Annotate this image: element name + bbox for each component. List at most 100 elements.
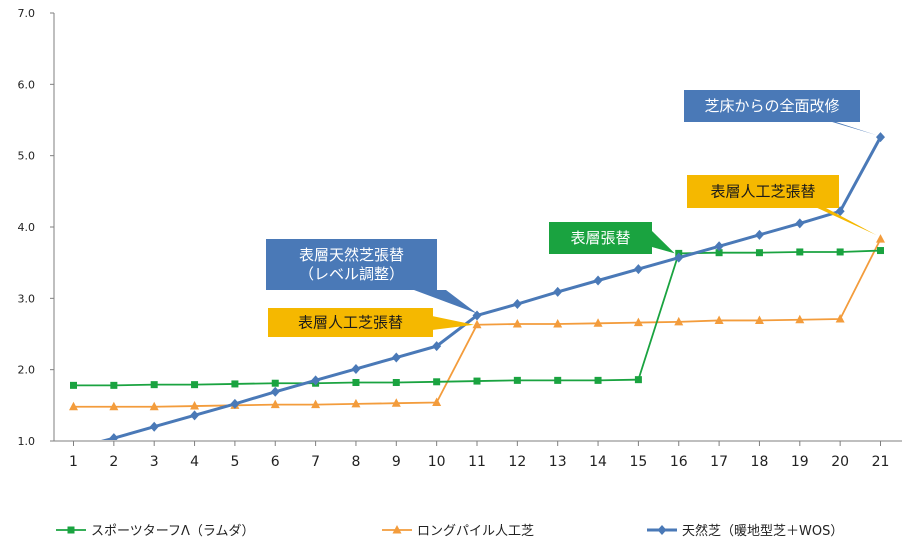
data-point	[110, 381, 118, 389]
data-point	[351, 363, 361, 374]
y-tick-label: 3.0	[18, 292, 36, 305]
data-point	[109, 401, 119, 411]
data-point	[836, 248, 844, 256]
callout-label: 表層人工芝張替	[298, 314, 403, 332]
data-point	[472, 310, 482, 321]
data-point	[513, 376, 521, 384]
data-point	[795, 314, 805, 324]
x-tick-label: 2	[109, 454, 118, 470]
callout-blue-left: 表層天然芝張替（レベル調整）	[266, 239, 477, 314]
callout-box	[549, 222, 652, 254]
legend-item-2: 天然芝（暖地型芝＋WOS）	[647, 523, 843, 539]
x-tick-label: 7	[311, 454, 320, 470]
data-point	[714, 315, 724, 324]
data-point	[391, 398, 401, 407]
data-point	[795, 218, 805, 229]
legend-item-1: ロングパイル人工芝	[382, 523, 534, 539]
data-point	[554, 376, 562, 384]
data-point	[270, 399, 280, 409]
x-tick-label: 20	[831, 454, 849, 470]
data-point	[473, 377, 481, 385]
x-tick-label: 18	[751, 454, 769, 470]
data-point	[593, 275, 603, 286]
data-point	[191, 381, 199, 389]
y-tick-label: 4.0	[18, 221, 36, 234]
callout-label: 表層張替	[570, 229, 630, 247]
y-tick-label: 2.0	[18, 364, 36, 377]
x-tick-label: 15	[629, 454, 647, 470]
data-point	[754, 315, 764, 324]
x-tick-label: 5	[230, 454, 239, 470]
data-point	[70, 381, 77, 389]
data-point	[634, 376, 642, 384]
data-point	[150, 381, 158, 389]
data-point	[796, 248, 804, 256]
callout-pointer	[414, 290, 477, 314]
data-point	[69, 401, 78, 411]
data-point	[876, 132, 885, 143]
data-point	[109, 433, 119, 440]
data-point	[149, 401, 159, 411]
callout-box	[266, 239, 437, 290]
data-point	[633, 264, 643, 275]
y-tick-label: 1.0	[18, 435, 36, 448]
annotations: 芝床からの全面改修表層人工芝張替表層張替表層天然芝張替（レベル調整）表層人工芝張…	[266, 90, 877, 337]
callout-label: 芝床からの全面改修	[704, 97, 839, 115]
data-point	[877, 247, 884, 255]
callout-pointer	[432, 316, 474, 330]
x-tick-label: 13	[549, 454, 567, 470]
x-tick-label: 6	[271, 454, 280, 470]
legend-marker	[392, 525, 402, 534]
x-tick-label: 1	[69, 454, 78, 470]
series-1	[69, 234, 885, 411]
callout-pointer	[652, 231, 675, 254]
x-tick-label: 9	[392, 454, 401, 470]
callout-pointer	[800, 200, 877, 236]
callout-label: （レベル調整）	[299, 265, 404, 283]
data-point	[311, 375, 321, 386]
y-tick-label: 6.0	[18, 78, 36, 91]
callout-box	[687, 175, 839, 208]
data-point	[835, 206, 845, 217]
data-point	[512, 319, 522, 328]
data-point	[674, 316, 684, 326]
callout-orange-right: 表層人工芝張替	[687, 175, 877, 236]
x-tick-label: 8	[351, 454, 360, 470]
x-tick-label: 16	[670, 454, 688, 470]
legend-marker	[67, 526, 75, 534]
x-tick-label: 19	[791, 454, 809, 470]
data-point	[149, 421, 159, 432]
data-point	[553, 319, 563, 328]
y-tick-label: 5.0	[18, 150, 36, 163]
data-point	[231, 380, 239, 388]
legend: スポーツターフΛ（ラムダ） ロングパイル人工芝 天然芝（暖地型芝＋WOS）	[56, 523, 843, 539]
x-tick-label: 4	[190, 454, 199, 470]
x-tick-label: 21	[872, 454, 890, 470]
data-point	[594, 376, 602, 384]
x-tick-label: 3	[150, 454, 159, 470]
legend-label: ロングパイル人工芝	[417, 523, 534, 539]
data-point	[472, 319, 482, 329]
data-point	[352, 379, 360, 387]
x-tick-label: 10	[428, 454, 446, 470]
callout-green: 表層張替	[549, 222, 675, 254]
data-point	[190, 410, 200, 421]
callout-label: 表層人工芝張替	[710, 183, 815, 201]
legend-item-0: スポーツターフΛ（ラムダ）	[56, 524, 254, 539]
data-point	[270, 386, 280, 397]
x-tick-label: 12	[508, 454, 526, 470]
callout-label: 表層天然芝張替	[299, 246, 404, 264]
data-point	[391, 352, 401, 363]
series-0	[70, 247, 884, 389]
x-tick-label: 17	[710, 454, 728, 470]
data-point	[230, 398, 240, 409]
data-point	[674, 252, 684, 263]
series-2	[101, 132, 885, 440]
callout-blue-top: 芝床からの全面改修	[684, 90, 877, 136]
data-point	[432, 341, 442, 352]
axes: 1.02.03.04.05.06.07.01 2 3 4 5 6 7 8 9 10 11 12 13 14…	[18, 7, 902, 470]
data-point	[311, 399, 321, 409]
callout-box	[684, 90, 860, 122]
legend-label: スポーツターフΛ（ラムダ）	[91, 524, 254, 539]
legend-marker	[657, 525, 667, 535]
